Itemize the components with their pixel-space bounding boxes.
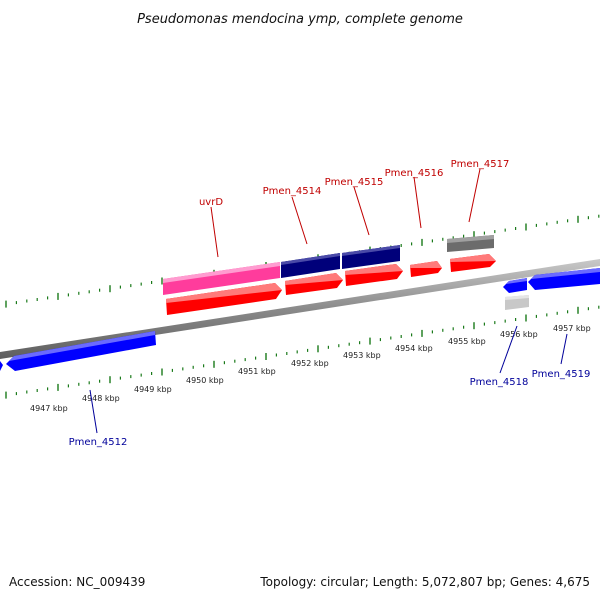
gene-label: Pmen_4518 — [470, 377, 529, 388]
gene-forward-2[interactable] — [285, 273, 343, 295]
gene-Pmen_4519[interactable] — [528, 268, 600, 290]
reverse-strand-genes — [0, 268, 600, 371]
genome-summary: Topology: circular; Length: 5,072,807 bp… — [259, 575, 590, 589]
tick-label: 4955 kbp — [448, 337, 486, 346]
gene-label: uvrD — [199, 197, 223, 208]
gene-forward-5[interactable] — [450, 254, 496, 272]
gene-forward-3[interactable] — [345, 264, 403, 286]
gene-Pmen_4517[interactable] — [447, 235, 494, 252]
gene-reverse-small[interactable] — [503, 278, 527, 293]
gene-label: Pmen_4519 — [532, 369, 591, 380]
tick-label: 4957 kbp — [553, 324, 591, 333]
gene-label: Pmen_4514 — [263, 186, 322, 197]
tick-label: 4952 kbp — [291, 359, 329, 368]
forward-strand-genes — [163, 235, 496, 315]
tick-label: 4954 kbp — [395, 344, 433, 353]
gene-uvrD[interactable] — [163, 262, 280, 295]
tick-label: 4949 kbp — [134, 385, 172, 394]
gene-label: Pmen_4516 — [385, 168, 444, 179]
accession-text: Accession: NC_009439 — [9, 575, 145, 589]
gene-Pmen_4516[interactable] — [410, 261, 442, 277]
gene-forward-1[interactable] — [166, 283, 282, 315]
gene-label: Pmen_4512 — [69, 437, 128, 448]
tick-label: 4956 kbp — [500, 330, 538, 339]
tick-label: 4948 kbp — [82, 394, 120, 403]
gene-Pmen_4518[interactable] — [505, 295, 529, 310]
gene-labels-top: uvrD Pmen_4514 Pmen_4515 Pmen_4516 Pmen_… — [199, 159, 510, 258]
gene-Pmen_4515[interactable] — [342, 245, 400, 269]
map-title: Pseudomonas mendocina ymp, complete geno… — [137, 12, 463, 27]
tick-label: 4953 kbp — [343, 351, 381, 360]
gene-labels-bottom: Pmen_4512 Pmen_4518 Pmen_4519 — [69, 325, 591, 448]
gene-label: Pmen_4517 — [451, 159, 510, 170]
gene-Pmen_4512[interactable] — [6, 331, 156, 371]
tick-labels: 4947 kbp 4948 kbp 4949 kbp 4950 kbp 4951… — [30, 324, 591, 413]
ruler-bottom — [5, 305, 600, 399]
tick-label: 4950 kbp — [186, 376, 224, 385]
tick-label: 4951 kbp — [238, 367, 276, 376]
tick-label: 4947 kbp — [30, 404, 68, 413]
gene-reverse-left-edge[interactable] — [0, 361, 3, 371]
gene-Pmen_4514[interactable] — [281, 253, 340, 278]
gene-label: Pmen_4515 — [325, 177, 384, 188]
